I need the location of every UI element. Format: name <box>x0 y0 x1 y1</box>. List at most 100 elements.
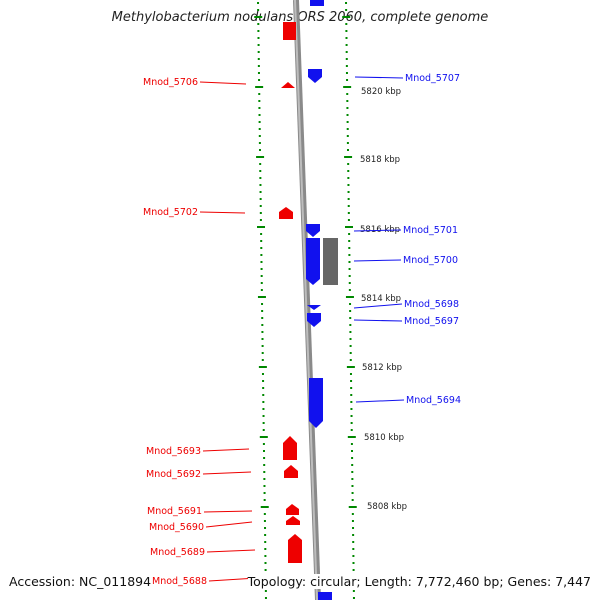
tick-mark <box>259 163 262 165</box>
tick-mark <box>347 212 350 214</box>
right-gene-labels: Mnod_5707 Mnod_5701 Mnod_5700 Mnod_5698 … <box>403 73 461 406</box>
forward-genes <box>279 22 302 563</box>
tick-mark <box>259 177 262 179</box>
tick-mark <box>347 163 350 165</box>
tick-mark <box>257 44 260 46</box>
tick-mark <box>350 422 353 424</box>
scale-label: 5808 kbp <box>367 502 407 512</box>
tick-mark <box>348 254 351 256</box>
gene-feature[interactable] <box>310 0 324 6</box>
tick-mark <box>260 506 269 508</box>
tick-mark <box>346 128 349 130</box>
tick-mark <box>350 408 353 410</box>
tick-mark <box>257 58 260 60</box>
tick-mark <box>264 597 267 599</box>
tick-mark <box>344 156 353 158</box>
gene-label[interactable]: Mnod_5697 <box>404 316 459 327</box>
tick-mark <box>264 527 267 529</box>
tick-mark <box>350 401 353 403</box>
gene-feature[interactable] <box>286 516 300 525</box>
gene-feature[interactable] <box>306 238 320 285</box>
tick-mark <box>264 534 267 536</box>
gene-label[interactable]: Mnod_5706 <box>143 77 198 88</box>
tick-mark <box>258 366 267 368</box>
gene-label[interactable]: Mnod_5692 <box>146 469 201 480</box>
gene-label[interactable]: Mnod_5693 <box>146 446 201 457</box>
gene-label[interactable]: Mnod_5691 <box>147 506 202 517</box>
tick-mark <box>345 9 348 11</box>
gene-feature[interactable] <box>283 436 297 460</box>
tick-mark <box>259 198 262 200</box>
gene-label[interactable]: Mnod_5701 <box>403 225 458 236</box>
gene-feature[interactable] <box>309 378 323 428</box>
tick-mark <box>264 555 267 557</box>
tick-mark <box>349 359 352 361</box>
tick-mark <box>257 51 260 53</box>
tick-mark <box>348 282 351 284</box>
gene-feature[interactable] <box>279 207 293 219</box>
gene-feature[interactable] <box>283 22 296 40</box>
gene-label[interactable]: Mnod_5694 <box>406 395 461 406</box>
tick-mark <box>349 317 352 319</box>
tick-mark <box>346 93 349 95</box>
gene-feature[interactable] <box>284 465 298 478</box>
tick-mark <box>258 142 261 144</box>
tick-mark <box>262 429 265 431</box>
tick-mark <box>257 226 266 228</box>
tick-mark <box>260 289 263 291</box>
gene-label[interactable]: Mnod_5702 <box>143 207 198 218</box>
gene-feature[interactable] <box>307 313 321 327</box>
tick-mark <box>345 2 348 4</box>
gene-label[interactable]: Mnod_5689 <box>150 547 205 558</box>
tick-mark <box>349 303 352 305</box>
gene-label[interactable]: Mnod_5707 <box>405 73 460 84</box>
gene-feature[interactable] <box>286 504 299 515</box>
tick-mark <box>345 37 348 39</box>
gene-label[interactable]: Mnod_5688 <box>152 576 207 587</box>
gene-label[interactable]: Mnod_5700 <box>403 255 458 266</box>
gene-feature[interactable] <box>318 592 332 600</box>
gene-feature[interactable] <box>288 534 302 563</box>
tick-mark <box>260 233 263 235</box>
tick-ruler-right <box>342 2 358 599</box>
tick-mark <box>351 478 354 480</box>
gene-feature[interactable] <box>307 305 321 310</box>
tick-mark <box>343 86 352 88</box>
tick-mark <box>259 170 262 172</box>
tick-mark <box>260 275 263 277</box>
tick-mark <box>260 254 263 256</box>
tick-mark <box>348 268 351 270</box>
tick-mark <box>348 261 351 263</box>
tick-mark <box>347 219 350 221</box>
tick-mark <box>345 44 348 46</box>
tick-mark <box>262 415 265 417</box>
gene-feature[interactable] <box>308 69 322 83</box>
gene-feature[interactable] <box>306 224 320 237</box>
tick-mark <box>262 387 265 389</box>
tick-mark <box>257 9 260 11</box>
other-feature[interactable] <box>323 238 338 285</box>
tick-mark <box>348 275 351 277</box>
tick-mark <box>348 289 351 291</box>
gene-label[interactable]: Mnod_5690 <box>149 522 204 533</box>
tick-mark <box>345 51 348 53</box>
tick-mark <box>263 450 265 452</box>
tick-mark <box>348 247 351 249</box>
scale-label: 5814 kbp <box>361 294 401 304</box>
tick-mark <box>345 72 348 74</box>
tick-mark <box>258 107 261 109</box>
tick-mark <box>346 107 349 109</box>
tick-mark <box>346 149 349 151</box>
tick-mark <box>261 359 264 361</box>
tick-mark <box>262 380 265 382</box>
tick-ruler-left <box>254 2 270 599</box>
tick-mark <box>351 464 354 466</box>
left-gene-labels: Mnod_5706 Mnod_5702 Mnod_5693 Mnod_5692 … <box>143 77 207 587</box>
tick-mark <box>256 156 265 158</box>
scale-label: 5820 kbp <box>361 87 401 97</box>
tick-mark <box>346 366 355 368</box>
tick-mark <box>264 562 267 564</box>
gene-label[interactable]: Mnod_5698 <box>404 299 459 310</box>
tick-mark <box>257 72 260 74</box>
gene-feature[interactable] <box>281 82 295 88</box>
